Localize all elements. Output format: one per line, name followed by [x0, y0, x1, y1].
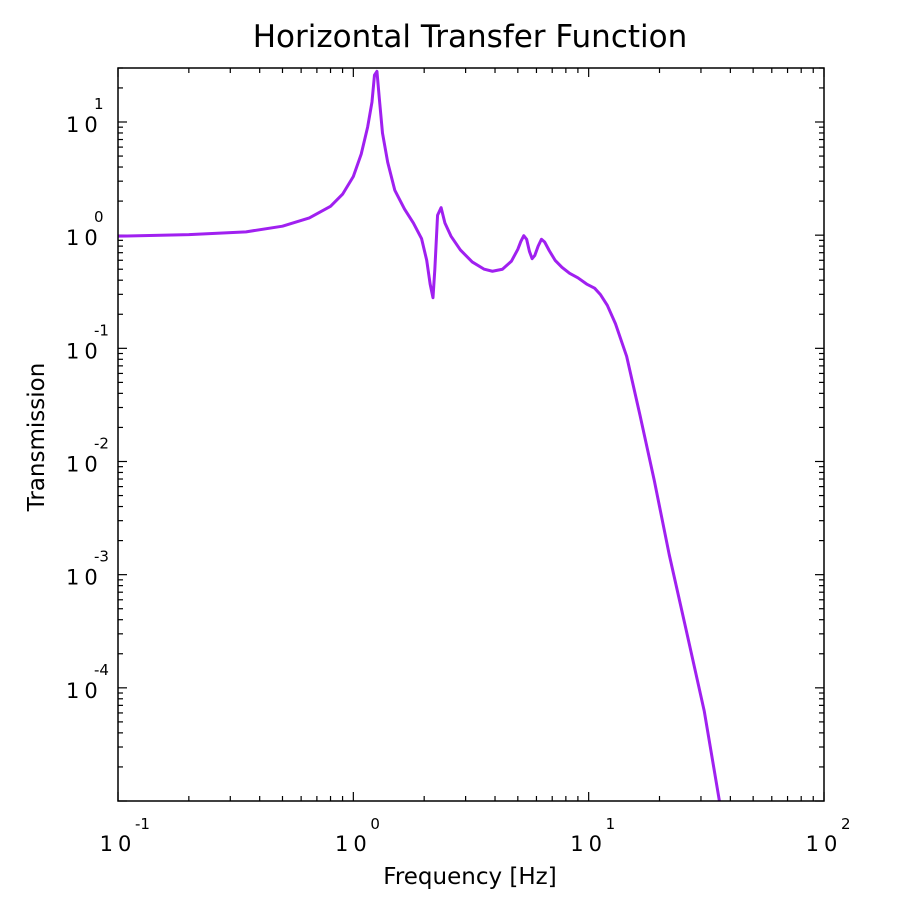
- y-axis-label: Transmission: [24, 363, 50, 513]
- x-tick-label-base: 10: [100, 832, 137, 856]
- y-tick-label-base: 10: [66, 226, 103, 250]
- y-tick-label-base: 10: [66, 452, 103, 476]
- axis-ticks: [117, 67, 825, 802]
- x-axis-label: Frequency [Hz]: [383, 864, 556, 890]
- y-tick-label-exponent: -3: [94, 548, 109, 566]
- x-tick-label-exponent: -1: [135, 815, 150, 833]
- y-tick-label-exponent: -4: [94, 661, 109, 679]
- x-tick-label: 10-1: [100, 815, 150, 856]
- y-tick-label-base: 10: [66, 566, 103, 590]
- x-tick-label-exponent: 0: [370, 815, 380, 833]
- x-tick-label: 102: [806, 815, 851, 856]
- y-tick-label: 101: [66, 95, 104, 137]
- y-tick-label-base: 10: [66, 339, 103, 363]
- x-tick-label-exponent: 1: [606, 815, 616, 833]
- y-tick-label-exponent: -1: [94, 321, 109, 339]
- x-tick-label-exponent: 2: [841, 815, 851, 833]
- x-tick-label: 100: [335, 815, 380, 856]
- y-tick-label: 10-4: [66, 661, 109, 703]
- y-tick-label: 10-2: [66, 434, 109, 476]
- y-tick-label: 100: [66, 208, 104, 250]
- y-tick-label-exponent: 0: [94, 208, 104, 226]
- plot-series: [118, 69, 721, 801]
- y-tick-label: 10-1: [66, 321, 109, 363]
- y-tick-label-exponent: -2: [94, 434, 109, 452]
- y-tick-label: 10-3: [66, 548, 109, 590]
- y-tick-label-exponent: 1: [94, 95, 104, 113]
- x-tick-label-base: 10: [570, 832, 607, 856]
- y-tick-label-base: 10: [66, 679, 103, 703]
- x-tick-label-base: 10: [335, 832, 372, 856]
- y-tick-label-base: 10: [66, 113, 103, 137]
- x-tick-label: 101: [570, 815, 615, 856]
- plot-frame: [117, 67, 825, 802]
- x-tick-label-base: 10: [806, 832, 843, 856]
- chart-title: Horizontal Transfer Function: [253, 19, 688, 55]
- series-line-0: [118, 69, 721, 801]
